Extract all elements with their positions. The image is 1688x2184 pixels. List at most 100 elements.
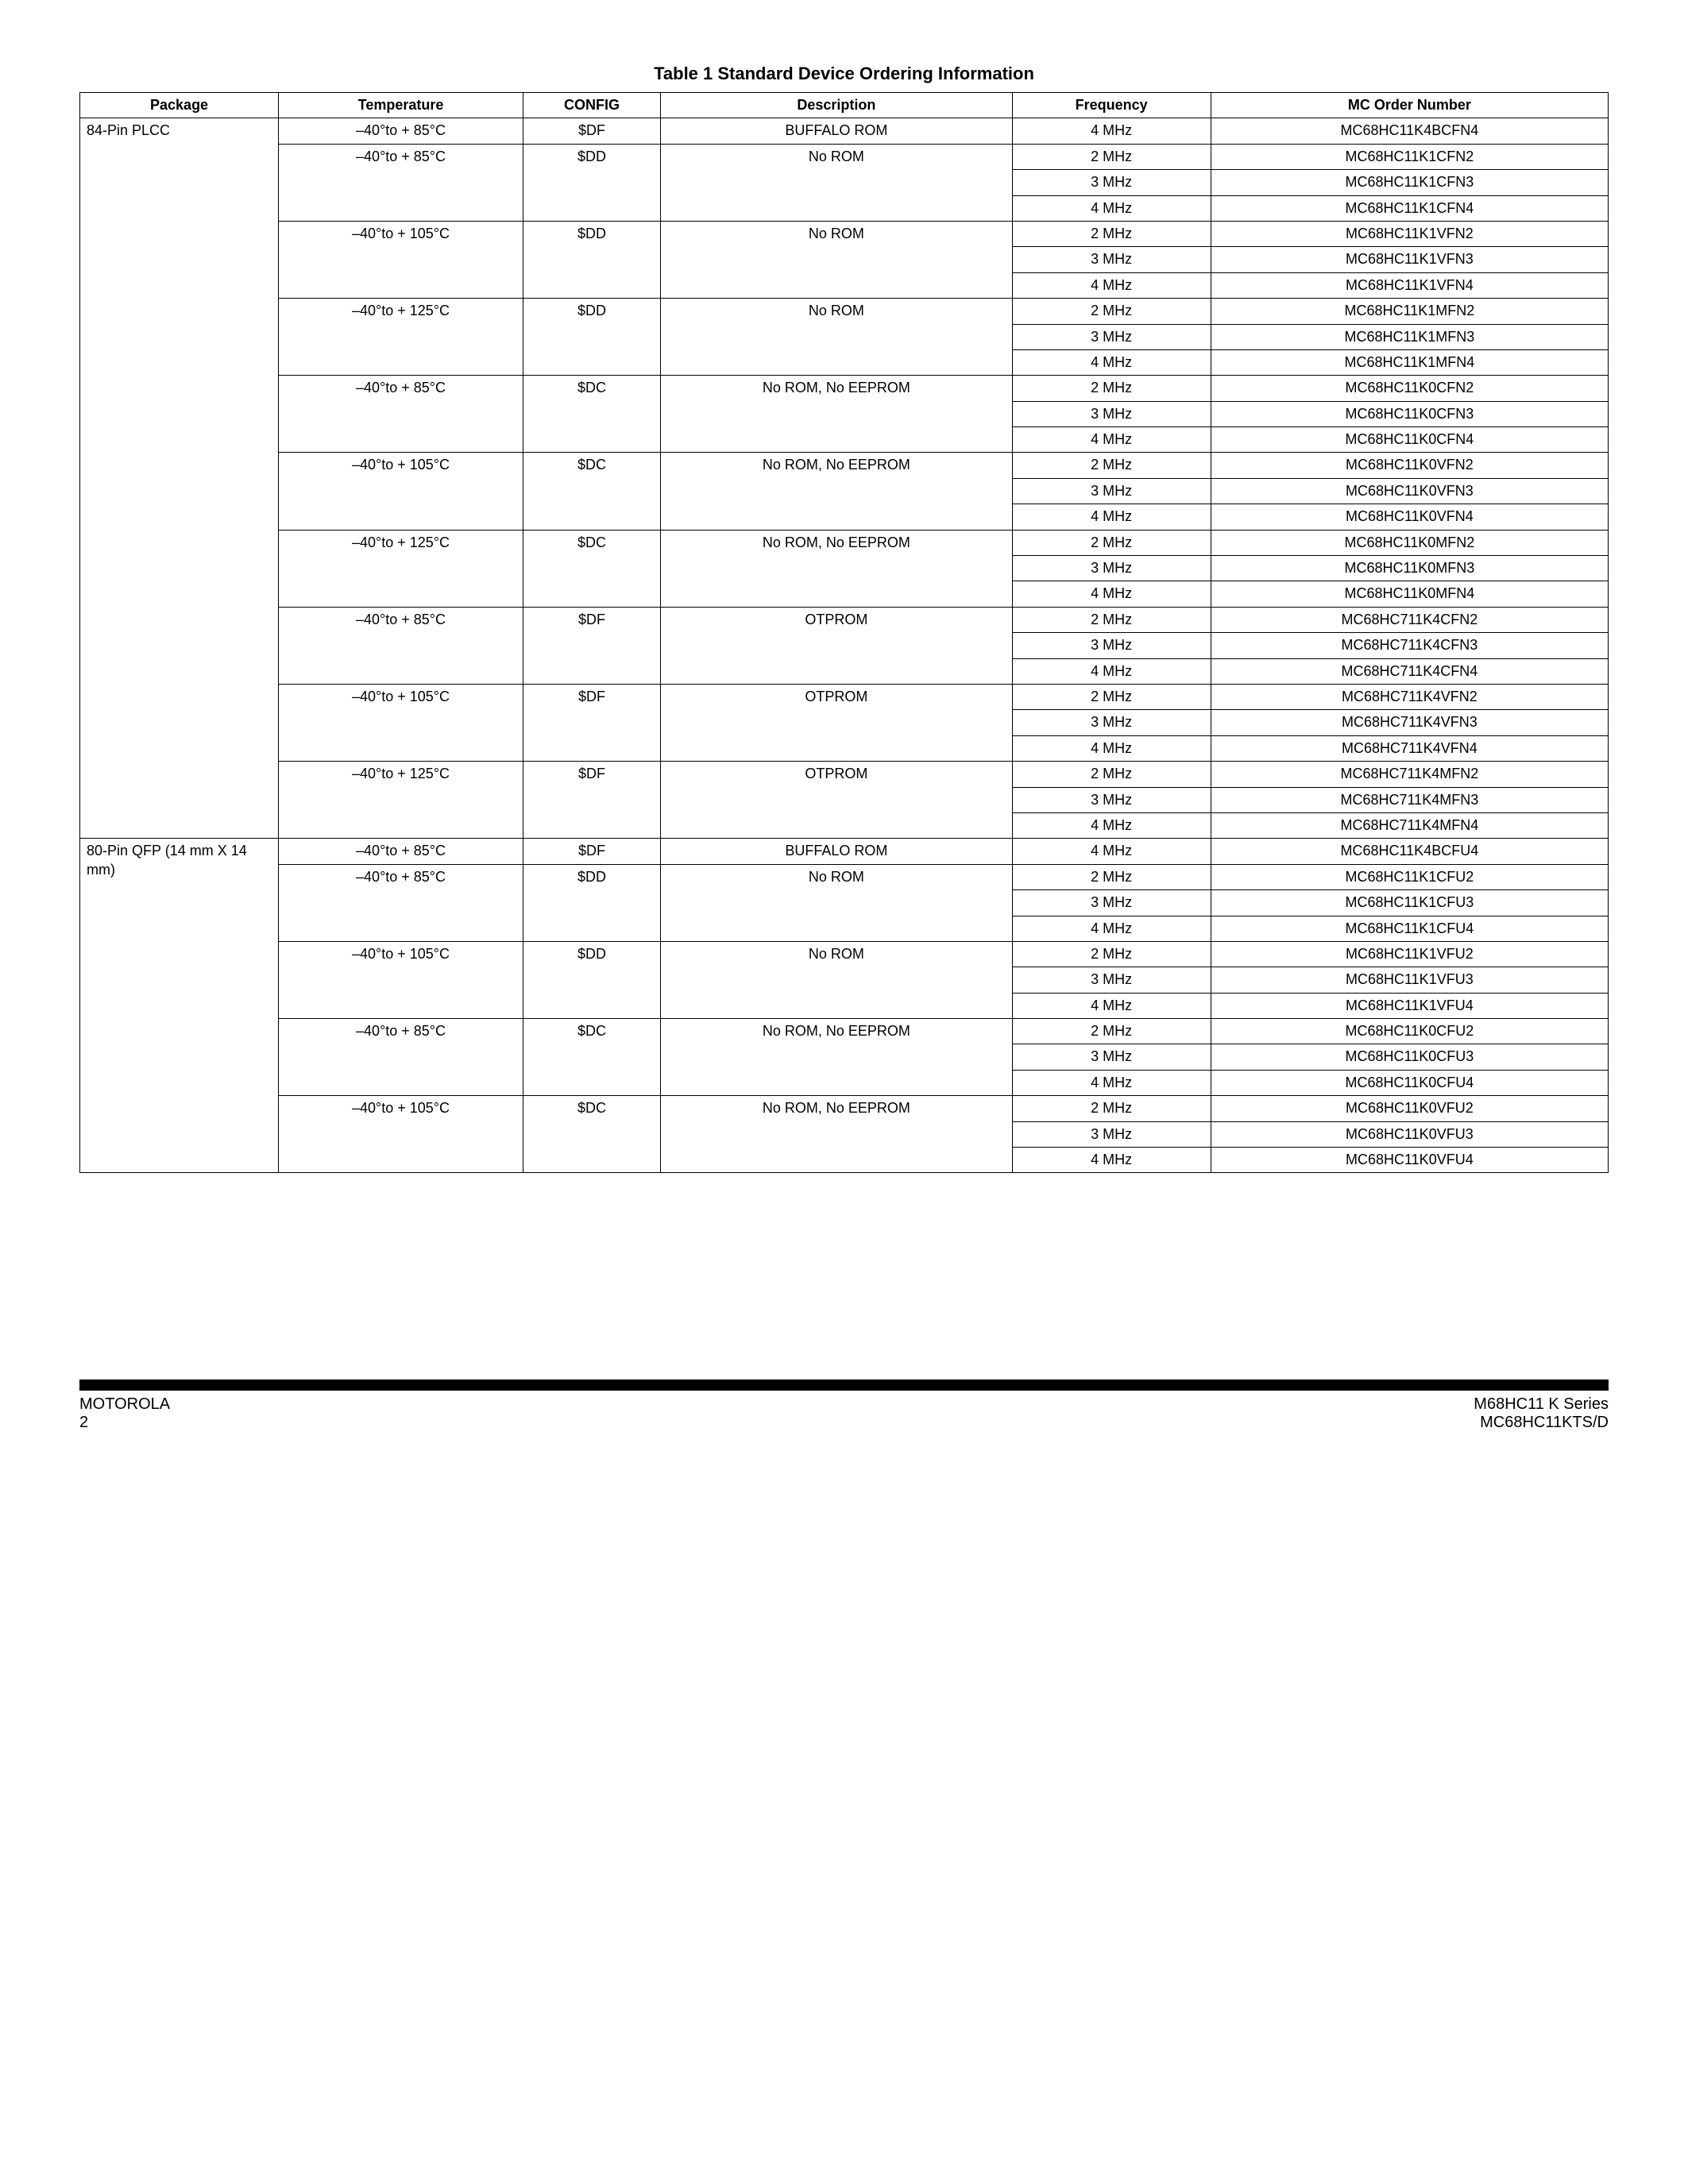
cell-order: MC68HC11K1MFN2 (1211, 299, 1608, 324)
footer-bar (79, 1379, 1609, 1391)
cell-frequency: 3 MHz (1012, 890, 1211, 916)
footer-page-number: 2 (79, 1414, 170, 1432)
cell-frequency: 2 MHz (1012, 453, 1211, 478)
cell-frequency: 3 MHz (1012, 401, 1211, 426)
cell-temperature: –40°to + 85°C (279, 144, 523, 221)
cell-frequency: 3 MHz (1012, 710, 1211, 735)
cell-temperature: –40°to + 125°C (279, 530, 523, 607)
cell-frequency: 2 MHz (1012, 144, 1211, 169)
cell-order: MC68HC11K0CFU4 (1211, 1070, 1608, 1095)
cell-frequency: 2 MHz (1012, 607, 1211, 632)
table-row: –40°to + 125°C$DFOTPROM2 MHzMC68HC711K4M… (80, 762, 1609, 787)
cell-config: $DF (523, 762, 660, 839)
cell-frequency: 4 MHz (1012, 195, 1211, 221)
cell-order: MC68HC11K0CFU2 (1211, 1019, 1608, 1044)
cell-description: No ROM (661, 864, 1013, 941)
cell-temperature: –40°to + 105°C (279, 684, 523, 761)
table-row: –40°to + 85°C$DCNo ROM, No EEPROM2 MHzMC… (80, 376, 1609, 401)
table-row: –40°to + 85°C$DFOTPROM2 MHzMC68HC711K4CF… (80, 607, 1609, 632)
cell-temperature: –40°to + 125°C (279, 299, 523, 376)
header-order: MC Order Number (1211, 93, 1608, 118)
cell-order: MC68HC11K1CFN4 (1211, 195, 1608, 221)
cell-description: No ROM (661, 941, 1013, 1018)
cell-frequency: 4 MHz (1012, 118, 1211, 144)
cell-frequency: 2 MHz (1012, 221, 1211, 246)
header-temperature: Temperature (279, 93, 523, 118)
table-row: –40°to + 105°C$DFOTPROM2 MHzMC68HC711K4V… (80, 684, 1609, 709)
header-config: CONFIG (523, 93, 660, 118)
cell-order: MC68HC11K1CFN3 (1211, 170, 1608, 195)
cell-description: No ROM, No EEPROM (661, 453, 1013, 530)
cell-frequency: 4 MHz (1012, 272, 1211, 298)
table-row: –40°to + 105°C$DDNo ROM2 MHzMC68HC11K1VF… (80, 941, 1609, 967)
cell-description: OTPROM (661, 684, 1013, 761)
cell-config: $DC (523, 376, 660, 453)
cell-order: MC68HC711K4CFN4 (1211, 658, 1608, 684)
table-row: –40°to + 125°C$DCNo ROM, No EEPROM2 MHzM… (80, 530, 1609, 555)
cell-frequency: 2 MHz (1012, 684, 1211, 709)
cell-frequency: 4 MHz (1012, 658, 1211, 684)
cell-frequency: 4 MHz (1012, 1148, 1211, 1173)
cell-order: MC68HC11K0VFN3 (1211, 478, 1608, 504)
cell-temperature: –40°to + 105°C (279, 221, 523, 298)
cell-frequency: 3 MHz (1012, 1044, 1211, 1070)
cell-frequency: 2 MHz (1012, 762, 1211, 787)
cell-frequency: 4 MHz (1012, 504, 1211, 530)
cell-description: No ROM (661, 144, 1013, 221)
cell-config: $DD (523, 144, 660, 221)
cell-order: MC68HC11K4BCFN4 (1211, 118, 1608, 144)
cell-frequency: 3 MHz (1012, 787, 1211, 812)
cell-frequency: 3 MHz (1012, 556, 1211, 581)
cell-config: $DD (523, 864, 660, 941)
cell-order: MC68HC711K4MFN3 (1211, 787, 1608, 812)
cell-description: BUFFALO ROM (661, 839, 1013, 864)
cell-order: MC68HC711K4MFN2 (1211, 762, 1608, 787)
cell-order: MC68HC11K0VFU2 (1211, 1096, 1608, 1121)
cell-frequency: 2 MHz (1012, 1096, 1211, 1121)
cell-config: $DC (523, 1096, 660, 1173)
cell-package: 80-Pin QFP (14 mm X 14 mm) (80, 839, 279, 1173)
cell-order: MC68HC11K1VFN4 (1211, 272, 1608, 298)
cell-config: $DF (523, 118, 660, 144)
cell-order: MC68HC11K0VFN4 (1211, 504, 1608, 530)
cell-temperature: –40°to + 105°C (279, 1096, 523, 1173)
ordering-table: Package Temperature CONFIG Description F… (79, 92, 1609, 1173)
cell-order: MC68HC11K4BCFU4 (1211, 839, 1608, 864)
table-title: Table 1 Standard Device Ordering Informa… (79, 64, 1609, 84)
cell-frequency: 3 MHz (1012, 247, 1211, 272)
cell-order: MC68HC711K4CFN2 (1211, 607, 1608, 632)
cell-temperature: –40°to + 85°C (279, 864, 523, 941)
cell-description: OTPROM (661, 762, 1013, 839)
cell-frequency: 3 MHz (1012, 633, 1211, 658)
cell-temperature: –40°to + 125°C (279, 762, 523, 839)
cell-frequency: 4 MHz (1012, 839, 1211, 864)
table-row: 84-Pin PLCC–40°to + 85°C$DFBUFFALO ROM4 … (80, 118, 1609, 144)
cell-config: $DF (523, 839, 660, 864)
cell-order: MC68HC711K4VFN2 (1211, 684, 1608, 709)
cell-order: MC68HC11K0VFN2 (1211, 453, 1608, 478)
table-header-row: Package Temperature CONFIG Description F… (80, 93, 1609, 118)
cell-frequency: 4 MHz (1012, 735, 1211, 761)
header-frequency: Frequency (1012, 93, 1211, 118)
cell-order: MC68HC11K0MFN2 (1211, 530, 1608, 555)
cell-order: MC68HC11K0CFN4 (1211, 427, 1608, 453)
cell-frequency: 3 MHz (1012, 170, 1211, 195)
cell-description: OTPROM (661, 607, 1013, 684)
cell-order: MC68HC11K1CFN2 (1211, 144, 1608, 169)
cell-order: MC68HC11K0MFN3 (1211, 556, 1608, 581)
cell-description: No ROM, No EEPROM (661, 376, 1013, 453)
header-description: Description (661, 93, 1013, 118)
cell-description: No ROM (661, 299, 1013, 376)
cell-frequency: 4 MHz (1012, 916, 1211, 941)
cell-temperature: –40°to + 85°C (279, 376, 523, 453)
cell-config: $DC (523, 1019, 660, 1096)
cell-description: No ROM (661, 221, 1013, 298)
cell-frequency: 2 MHz (1012, 299, 1211, 324)
cell-order: MC68HC711K4CFN3 (1211, 633, 1608, 658)
cell-frequency: 2 MHz (1012, 864, 1211, 889)
header-package: Package (80, 93, 279, 118)
cell-order: MC68HC11K1VFU4 (1211, 993, 1608, 1018)
cell-order: MC68HC11K1VFN2 (1211, 221, 1608, 246)
table-row: 80-Pin QFP (14 mm X 14 mm)–40°to + 85°C$… (80, 839, 1609, 864)
cell-order: MC68HC11K0CFN3 (1211, 401, 1608, 426)
